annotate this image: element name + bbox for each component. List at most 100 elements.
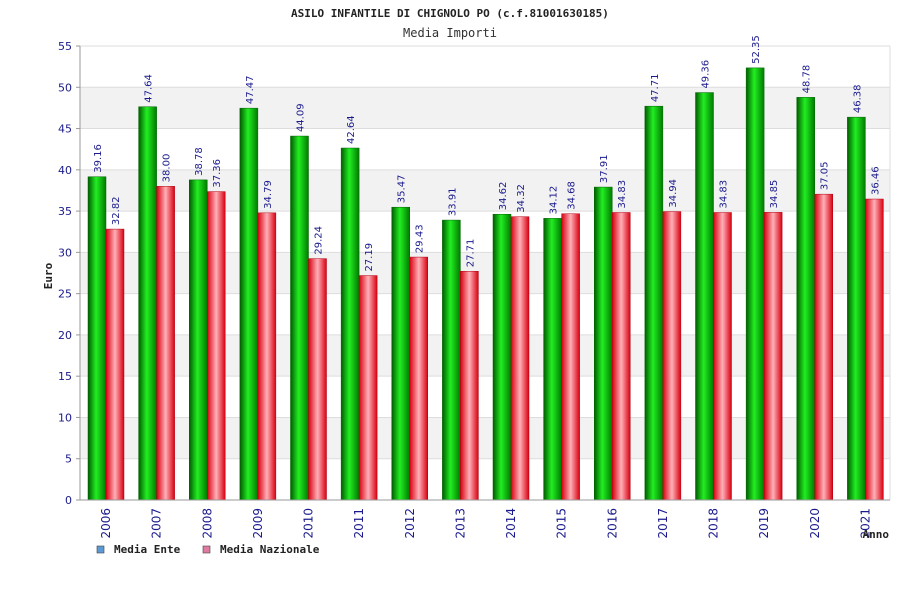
bar-media-nazionale	[105, 228, 125, 501]
bar-media-ente	[644, 105, 664, 501]
bar-media-ente	[745, 67, 765, 501]
x-tick-label: 2007	[150, 508, 164, 539]
value-label: 52.35	[751, 35, 762, 64]
x-tick-label: 2015	[555, 508, 569, 539]
value-label: 47.47	[245, 76, 256, 105]
y-tick-label: 50	[58, 81, 72, 94]
x-tick-label: 2010	[302, 508, 316, 539]
x-axis-label: Anno	[863, 528, 890, 541]
x-tick-label: 2009	[251, 508, 265, 539]
value-label: 34.83	[617, 180, 628, 209]
bar-media-nazionale	[257, 212, 277, 501]
x-tick-label: 2018	[707, 508, 721, 539]
x-tick-label: 2019	[757, 508, 771, 539]
y-tick-label: 10	[58, 411, 72, 424]
x-tick-label: 2012	[403, 508, 417, 539]
value-label: 46.38	[852, 85, 863, 114]
y-tick-label: 45	[58, 123, 72, 136]
y-tick-label: 40	[58, 164, 72, 177]
y-tick-label: 5	[65, 453, 72, 466]
bar-media-nazionale	[561, 213, 580, 501]
bar-media-ente	[695, 92, 714, 501]
bar-media-nazionale	[662, 211, 682, 501]
bars	[87, 67, 884, 501]
value-label: 42.64	[346, 115, 357, 144]
value-label: 29.24	[314, 226, 325, 255]
bar-media-ente	[138, 106, 157, 501]
x-tick-label: 2017	[656, 508, 670, 539]
bar-media-ente	[594, 186, 613, 501]
bar-media-nazionale	[865, 198, 884, 501]
value-label: 34.83	[719, 180, 730, 209]
value-label: 34.79	[263, 180, 274, 209]
bar-media-nazionale	[713, 212, 732, 501]
value-label: 34.12	[549, 186, 560, 215]
bar-media-ente	[340, 147, 360, 501]
chart-subtitle: Media Importi	[403, 26, 497, 40]
x-axis-ticks: 2006 2007 2008 2009 2010 2011 2012 2013 2014 2015…	[99, 508, 872, 539]
value-label: 37.05	[820, 162, 831, 191]
bar-media-ente	[847, 116, 866, 501]
bar-media-nazionale	[358, 275, 378, 501]
value-label: 34.62	[498, 182, 509, 211]
x-tick-label: 2020	[808, 508, 822, 539]
value-label: 34.94	[668, 179, 679, 208]
plot-band	[80, 46, 890, 88]
bar-media-nazionale	[308, 258, 327, 501]
y-axis-ticks: 0 5 10 15 20 25 30 35 40 45 50 55	[58, 40, 80, 507]
bar-media-nazionale	[510, 216, 530, 501]
legend-swatch-nazionale	[202, 545, 211, 554]
value-label: 32.82	[111, 196, 122, 225]
x-tick-label: 2006	[99, 508, 113, 539]
bar-media-nazionale	[207, 191, 226, 501]
bar-media-nazionale	[763, 212, 783, 501]
value-label: 27.71	[465, 239, 476, 268]
value-label: 49.36	[701, 60, 712, 89]
legend-swatch-ente	[96, 545, 105, 554]
y-tick-label: 25	[58, 288, 72, 301]
value-label: 35.47	[397, 175, 408, 204]
x-tick-label: 2013	[453, 508, 467, 539]
bar-media-ente	[290, 135, 309, 501]
value-label: 47.71	[650, 74, 661, 103]
y-tick-label: 35	[58, 205, 72, 218]
y-tick-label: 15	[58, 370, 72, 383]
bar-media-nazionale	[612, 212, 631, 501]
legend: Media Ente Media Nazionale	[96, 543, 320, 556]
x-tick-label: 2016	[605, 508, 619, 539]
bar-media-ente	[492, 213, 512, 501]
bar-media-ente	[442, 219, 461, 501]
value-label: 34.85	[769, 180, 780, 209]
legend-label-nazionale: Media Nazionale	[220, 543, 320, 556]
value-label: 36.46	[870, 166, 881, 195]
value-label: 38.00	[162, 154, 173, 183]
bar-media-ente	[239, 107, 259, 501]
value-label: 48.78	[802, 65, 813, 94]
bar-media-ente	[189, 179, 208, 501]
y-axis-label: Euro	[42, 262, 55, 289]
value-label: 33.91	[447, 187, 458, 216]
value-label: 44.09	[296, 103, 307, 132]
bar-media-ente	[796, 97, 815, 501]
value-label: 38.78	[194, 147, 205, 176]
bar-media-nazionale	[814, 193, 833, 501]
bar-media-ente	[87, 176, 107, 501]
plot-band	[80, 87, 890, 129]
value-label: 27.19	[364, 243, 375, 272]
y-tick-label: 55	[58, 40, 72, 53]
value-label: 29.43	[415, 224, 426, 253]
bar-media-nazionale	[156, 186, 175, 501]
value-label: 34.32	[516, 184, 527, 213]
value-label: 39.16	[93, 144, 104, 173]
chart-title: ASILO INFANTILE DI CHIGNOLO PO (c.f.8100…	[291, 7, 609, 20]
x-tick-label: 2014	[504, 508, 518, 539]
bar-media-ente	[391, 206, 410, 501]
legend-label-ente: Media Ente	[114, 543, 181, 556]
bar-media-nazionale	[460, 271, 479, 501]
x-tick-label: 2011	[352, 508, 366, 539]
value-label: 34.68	[567, 181, 578, 210]
value-label: 37.36	[212, 159, 223, 188]
value-label: 47.64	[144, 74, 155, 103]
x-tick-label: 2008	[200, 508, 214, 539]
